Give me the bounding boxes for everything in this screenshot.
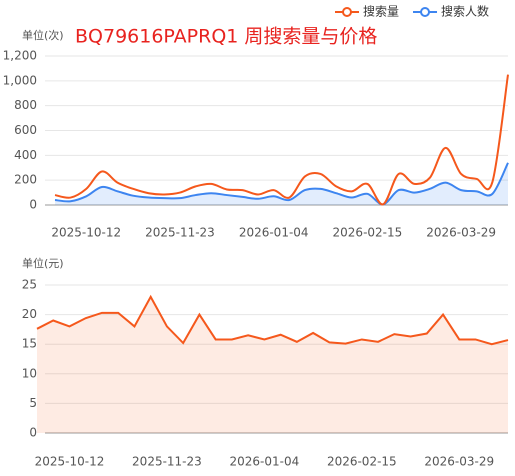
line [54,162,509,206]
area [37,296,508,433]
x-tick-label: 2026-03-29 [426,226,496,240]
y-tick-label: 10 [22,366,37,380]
y-tick-label: 1,200 [3,49,37,63]
x-tick-label: 2025-10-12 [35,455,105,469]
x-tick-label: 2026-02-15 [327,455,397,469]
y-tick-label: 25 [22,278,37,292]
y-tick-label: 600 [14,123,37,137]
x-tick-label: 2026-01-04 [239,226,309,240]
y-tick-label: 0 [29,198,37,212]
y-tick-label: 20 [22,307,37,321]
x-tick-label: 2025-10-12 [51,226,121,240]
legend-label: 搜索人数 [441,4,489,19]
line [54,74,509,206]
y-tick-label: 200 [14,173,37,187]
y-unit-label: 单位(次) [22,28,64,42]
y-tick-label: 5 [29,396,37,410]
x-tick-label: 2026-01-04 [230,455,300,469]
y-tick-label: 0 [29,426,37,440]
y-tick-label: 800 [14,98,37,112]
x-tick-label: 2025-11-23 [145,226,215,240]
y-unit-label: 单位(元) [22,256,64,270]
x-tick-label: 2026-02-15 [333,226,403,240]
legend-marker [420,7,431,17]
y-tick-label: 1,000 [3,73,37,87]
y-tick-label: 15 [22,337,37,351]
legend-marker [342,7,352,17]
x-tick-label: 2026-03-29 [424,455,494,469]
y-tick-label: 400 [14,148,37,162]
line [36,294,509,346]
chart-title: BQ79616PAPRQ1 周搜索量与价格 [75,26,377,48]
x-tick-label: 2025-11-23 [132,455,202,469]
legend-label: 搜索量 [363,4,399,19]
